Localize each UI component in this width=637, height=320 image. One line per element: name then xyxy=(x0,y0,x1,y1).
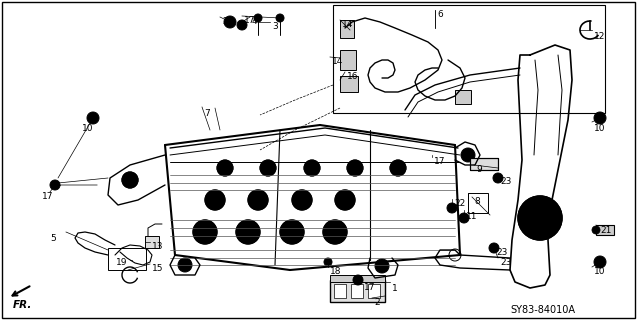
Bar xyxy=(145,236,159,248)
Circle shape xyxy=(237,20,247,30)
Bar xyxy=(340,50,356,70)
Circle shape xyxy=(347,160,363,176)
Text: 10: 10 xyxy=(594,124,606,133)
Bar xyxy=(455,90,471,104)
Text: 23: 23 xyxy=(500,177,512,186)
Circle shape xyxy=(592,226,600,234)
Text: 14: 14 xyxy=(342,20,354,29)
Text: 15: 15 xyxy=(152,264,164,273)
Circle shape xyxy=(536,214,544,222)
Circle shape xyxy=(205,190,225,210)
Text: 17: 17 xyxy=(364,283,375,292)
Circle shape xyxy=(447,203,457,213)
Text: 6: 6 xyxy=(437,10,443,19)
Circle shape xyxy=(493,173,503,183)
Circle shape xyxy=(489,243,499,253)
Bar xyxy=(108,248,146,270)
Text: 17: 17 xyxy=(434,157,445,166)
Circle shape xyxy=(292,190,312,210)
Bar xyxy=(330,280,385,302)
Circle shape xyxy=(304,160,320,176)
Circle shape xyxy=(178,258,192,272)
Circle shape xyxy=(87,112,99,124)
Bar xyxy=(340,20,354,38)
Circle shape xyxy=(594,112,606,124)
Text: 3: 3 xyxy=(272,22,278,31)
Circle shape xyxy=(236,220,260,244)
Text: 11: 11 xyxy=(466,212,478,221)
Text: 1: 1 xyxy=(392,284,397,293)
Bar xyxy=(596,225,614,235)
Text: 17: 17 xyxy=(42,192,54,201)
Circle shape xyxy=(276,14,284,22)
Circle shape xyxy=(248,190,268,210)
Circle shape xyxy=(260,160,276,176)
Circle shape xyxy=(193,220,217,244)
Text: SY83-84010A: SY83-84010A xyxy=(510,305,575,315)
Bar xyxy=(470,158,498,170)
Circle shape xyxy=(217,160,233,176)
Text: 16: 16 xyxy=(347,72,359,81)
Circle shape xyxy=(122,172,138,188)
Bar xyxy=(468,193,488,213)
Text: 21: 21 xyxy=(600,226,612,235)
Circle shape xyxy=(375,259,389,273)
Text: 23: 23 xyxy=(496,248,508,257)
Circle shape xyxy=(335,190,355,210)
Text: 10: 10 xyxy=(594,267,606,276)
Bar xyxy=(351,284,363,298)
Bar xyxy=(333,5,605,113)
Text: 12: 12 xyxy=(594,32,605,41)
Text: 18: 18 xyxy=(330,267,341,276)
Text: 10: 10 xyxy=(82,124,94,133)
Text: 2: 2 xyxy=(374,298,380,307)
Circle shape xyxy=(254,14,262,22)
Text: 14: 14 xyxy=(332,57,343,66)
Circle shape xyxy=(594,256,606,268)
Circle shape xyxy=(323,220,347,244)
Circle shape xyxy=(518,196,562,240)
Text: 4: 4 xyxy=(252,17,257,26)
Circle shape xyxy=(459,213,469,223)
Text: 23: 23 xyxy=(500,258,512,267)
Text: 9: 9 xyxy=(476,165,482,174)
Circle shape xyxy=(461,148,475,162)
Text: 22: 22 xyxy=(454,199,465,208)
Circle shape xyxy=(324,258,332,266)
Bar xyxy=(330,275,385,282)
Circle shape xyxy=(353,275,363,285)
Bar xyxy=(340,76,358,92)
Text: FR.: FR. xyxy=(12,300,32,310)
Circle shape xyxy=(224,16,236,28)
Circle shape xyxy=(280,220,304,244)
Text: 19: 19 xyxy=(116,258,127,267)
Circle shape xyxy=(50,180,60,190)
Bar xyxy=(334,284,346,298)
Text: 17: 17 xyxy=(244,16,255,25)
Text: 8: 8 xyxy=(474,197,480,206)
Text: 5: 5 xyxy=(50,234,56,243)
Text: 13: 13 xyxy=(152,242,164,251)
Bar xyxy=(368,284,380,298)
Circle shape xyxy=(390,160,406,176)
Text: 20: 20 xyxy=(222,17,233,26)
Text: 7: 7 xyxy=(204,109,210,118)
